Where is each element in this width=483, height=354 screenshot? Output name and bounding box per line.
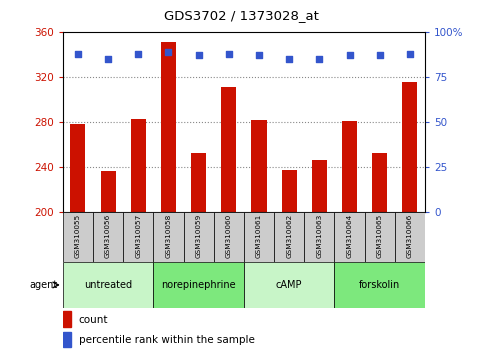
Text: GSM310057: GSM310057	[135, 214, 141, 258]
Bar	[244, 212, 274, 262]
Text: norepinephrine: norepinephrine	[161, 280, 236, 290]
Bar	[123, 212, 154, 262]
Bar	[100, 171, 115, 212]
Bar	[63, 312, 71, 327]
Point	[104, 56, 112, 62]
Text: forskolin: forskolin	[359, 280, 400, 290]
Text: GDS3702 / 1373028_at: GDS3702 / 1373028_at	[164, 9, 319, 22]
Bar	[191, 153, 206, 212]
Bar	[252, 120, 267, 212]
Text: GSM310058: GSM310058	[166, 214, 171, 258]
Bar	[63, 332, 71, 347]
Bar	[282, 170, 297, 212]
Text: GSM310056: GSM310056	[105, 214, 111, 258]
Text: GSM310060: GSM310060	[226, 214, 232, 258]
Bar	[365, 212, 395, 262]
Text: GSM310059: GSM310059	[196, 214, 201, 258]
Bar	[402, 81, 417, 212]
Point	[134, 51, 142, 56]
Point	[285, 56, 293, 62]
Point	[406, 51, 414, 56]
Bar	[184, 212, 213, 262]
Bar	[304, 212, 334, 262]
Bar	[342, 121, 357, 212]
Bar	[334, 212, 365, 262]
Bar	[161, 42, 176, 212]
Point	[346, 52, 354, 58]
Text: cAMP: cAMP	[276, 280, 302, 290]
Bar	[334, 262, 425, 308]
Bar	[131, 119, 146, 212]
Point	[225, 51, 233, 56]
Bar	[395, 212, 425, 262]
Point	[376, 52, 384, 58]
Text: GSM310066: GSM310066	[407, 214, 413, 258]
Bar	[154, 212, 184, 262]
Text: untreated: untreated	[84, 280, 132, 290]
Bar	[63, 212, 93, 262]
Point	[165, 49, 172, 55]
Text: GSM310065: GSM310065	[377, 214, 383, 258]
Bar	[71, 124, 85, 212]
Text: count: count	[79, 315, 108, 325]
Bar	[221, 87, 236, 212]
Point	[195, 52, 202, 58]
Point	[315, 56, 323, 62]
Text: GSM310061: GSM310061	[256, 214, 262, 258]
Bar	[372, 153, 387, 212]
Bar	[154, 262, 244, 308]
Point	[74, 51, 82, 56]
Bar	[312, 160, 327, 212]
Text: GSM310062: GSM310062	[286, 214, 292, 258]
Bar	[63, 262, 154, 308]
Text: GSM310064: GSM310064	[347, 214, 353, 258]
Text: GSM310063: GSM310063	[316, 214, 322, 258]
Bar	[93, 212, 123, 262]
Text: percentile rank within the sample: percentile rank within the sample	[79, 335, 255, 345]
Bar	[274, 212, 304, 262]
Point	[255, 52, 263, 58]
Bar	[244, 262, 334, 308]
Text: agent: agent	[30, 280, 58, 290]
Text: GSM310055: GSM310055	[75, 214, 81, 258]
Bar	[213, 212, 244, 262]
